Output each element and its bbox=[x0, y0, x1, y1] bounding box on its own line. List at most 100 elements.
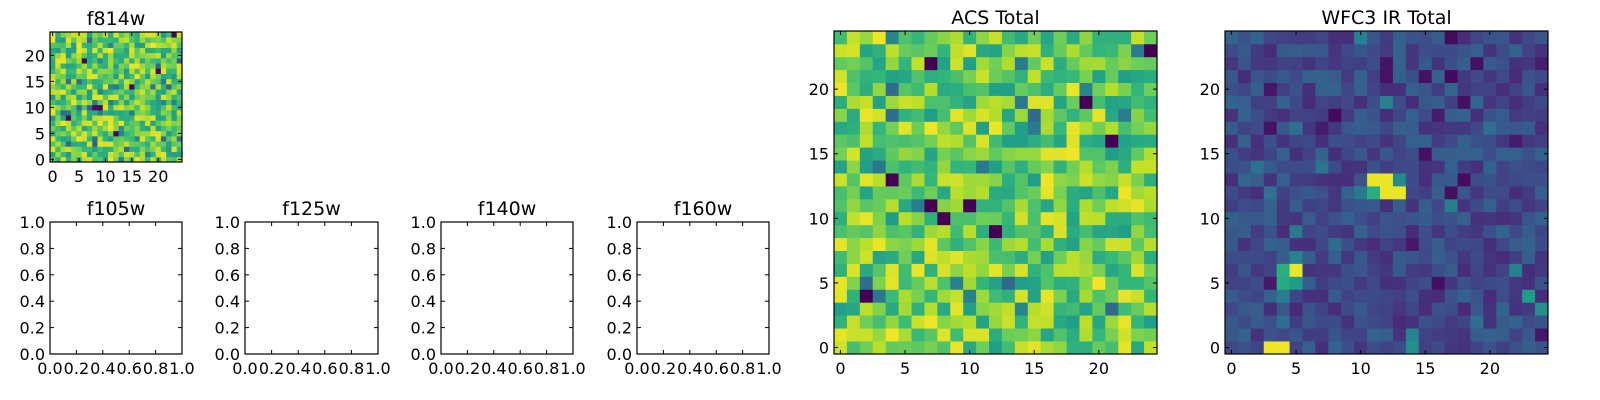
heatmap-cell bbox=[108, 141, 114, 147]
heatmap-cell bbox=[50, 136, 56, 142]
heatmap-cell bbox=[145, 99, 151, 106]
heatmap-cell bbox=[60, 68, 67, 74]
heatmap-cell bbox=[60, 125, 67, 132]
heatmap-cell bbox=[1118, 224, 1132, 239]
heatmap-cell bbox=[60, 115, 67, 121]
heatmap-cell bbox=[1027, 237, 1042, 251]
heatmap-cell bbox=[911, 43, 925, 58]
heatmap-cell bbox=[1354, 328, 1368, 342]
heatmap-cell bbox=[1066, 211, 1080, 226]
heatmap-cell bbox=[92, 120, 98, 126]
heatmap-cell bbox=[1225, 302, 1239, 316]
heatmap-cell bbox=[123, 58, 130, 64]
heatmap-cell bbox=[1144, 328, 1158, 342]
heatmap-cell bbox=[108, 104, 114, 111]
heatmap-cell bbox=[1276, 108, 1290, 122]
heatmap-cell bbox=[1001, 341, 1016, 355]
heatmap-cell bbox=[898, 211, 912, 226]
heatmap-cell bbox=[1105, 160, 1119, 174]
heatmap-cell bbox=[1237, 82, 1252, 96]
heatmap-cell bbox=[108, 73, 114, 80]
heatmap-cell bbox=[1250, 31, 1265, 45]
heatmap-cell bbox=[1367, 315, 1381, 329]
heatmap-cell bbox=[71, 73, 77, 80]
heatmap-cell bbox=[102, 115, 109, 121]
heatmap-cell bbox=[1509, 276, 1523, 290]
heatmap-cell bbox=[1444, 302, 1458, 316]
heatmap-cell bbox=[1354, 134, 1368, 148]
heatmap-cell bbox=[1014, 69, 1029, 84]
heatmap-cell bbox=[1118, 315, 1132, 329]
heatmap-cell bbox=[1237, 328, 1252, 342]
heatmap-cell bbox=[898, 237, 912, 251]
heatmap-cell bbox=[1457, 69, 1471, 84]
heatmap-cell bbox=[1001, 198, 1016, 213]
heatmap-cell bbox=[1522, 250, 1536, 264]
heatmap-cell bbox=[1225, 121, 1239, 135]
heatmap-cell bbox=[134, 94, 141, 100]
y-tick-label: 0.2 bbox=[411, 319, 436, 338]
heatmap-cell bbox=[1392, 250, 1407, 264]
heatmap-cell bbox=[1289, 302, 1303, 316]
heatmap-cell bbox=[76, 78, 83, 85]
heatmap-cell bbox=[1535, 186, 1549, 200]
heatmap-cell bbox=[989, 289, 1003, 303]
heatmap-cell bbox=[1263, 315, 1278, 329]
heatmap-cell bbox=[171, 110, 178, 116]
x-tick-label: 0.2 bbox=[455, 359, 480, 378]
heatmap-cell bbox=[1001, 186, 1016, 200]
heatmap-cell bbox=[108, 37, 114, 43]
heatmap-cell bbox=[1457, 328, 1471, 342]
x-tick-label: 0.8 bbox=[143, 359, 168, 378]
heatmap-cell bbox=[160, 94, 167, 100]
heatmap-cell bbox=[1053, 31, 1067, 45]
heatmap-cell bbox=[950, 263, 964, 277]
x-tick-label: 0 bbox=[835, 359, 845, 378]
heatmap-cell bbox=[176, 84, 183, 90]
heatmap-cell bbox=[963, 315, 977, 329]
heatmap-cell bbox=[123, 125, 130, 132]
heatmap-cell bbox=[1392, 237, 1407, 251]
heatmap-cell bbox=[134, 115, 141, 121]
y-tick-label: 20 bbox=[809, 80, 829, 99]
heatmap-cell bbox=[76, 104, 83, 111]
heatmap-cell bbox=[60, 104, 67, 111]
heatmap-cell bbox=[166, 63, 172, 69]
heatmap-cell bbox=[1250, 173, 1265, 187]
heatmap-cell bbox=[129, 47, 135, 54]
heatmap-cell bbox=[1431, 186, 1445, 200]
heatmap-cell bbox=[118, 89, 125, 95]
heatmap-cell bbox=[113, 136, 119, 142]
heatmap-cell bbox=[1483, 108, 1497, 122]
heatmap-cell bbox=[97, 99, 104, 106]
heatmap-cell bbox=[937, 43, 951, 58]
heatmap-cell bbox=[1470, 341, 1484, 355]
y-tick-label: 1.0 bbox=[20, 213, 45, 232]
heatmap-cell bbox=[1535, 95, 1549, 109]
heatmap-cell bbox=[113, 141, 119, 147]
heatmap-cell bbox=[1263, 328, 1278, 342]
heatmap-cell bbox=[834, 276, 848, 290]
heatmap-cell bbox=[1444, 289, 1458, 303]
heatmap-cell bbox=[139, 151, 146, 158]
heatmap-cell bbox=[976, 82, 990, 96]
heatmap-cell bbox=[139, 84, 146, 90]
heatmap-cell bbox=[1276, 341, 1290, 355]
heatmap-cell bbox=[1144, 302, 1158, 316]
heatmap-cell bbox=[150, 110, 156, 116]
heatmap-cell bbox=[139, 120, 146, 126]
heatmap-cell bbox=[1354, 147, 1368, 161]
heatmap-cell bbox=[989, 315, 1003, 329]
heatmap-cell bbox=[129, 68, 135, 74]
heatmap-cell bbox=[859, 302, 874, 316]
heatmap-cell bbox=[65, 52, 72, 59]
heatmap-cell bbox=[1118, 31, 1132, 45]
heatmap-cell bbox=[76, 68, 83, 74]
x-tick-label: 1.0 bbox=[560, 359, 585, 378]
heatmap-cell bbox=[1289, 263, 1303, 277]
heatmap-cell bbox=[55, 37, 61, 43]
heatmap-cell bbox=[1405, 95, 1420, 109]
heatmap-cell bbox=[1079, 95, 1093, 109]
heatmap-cell bbox=[1457, 211, 1471, 226]
heatmap-cell bbox=[1483, 276, 1497, 290]
